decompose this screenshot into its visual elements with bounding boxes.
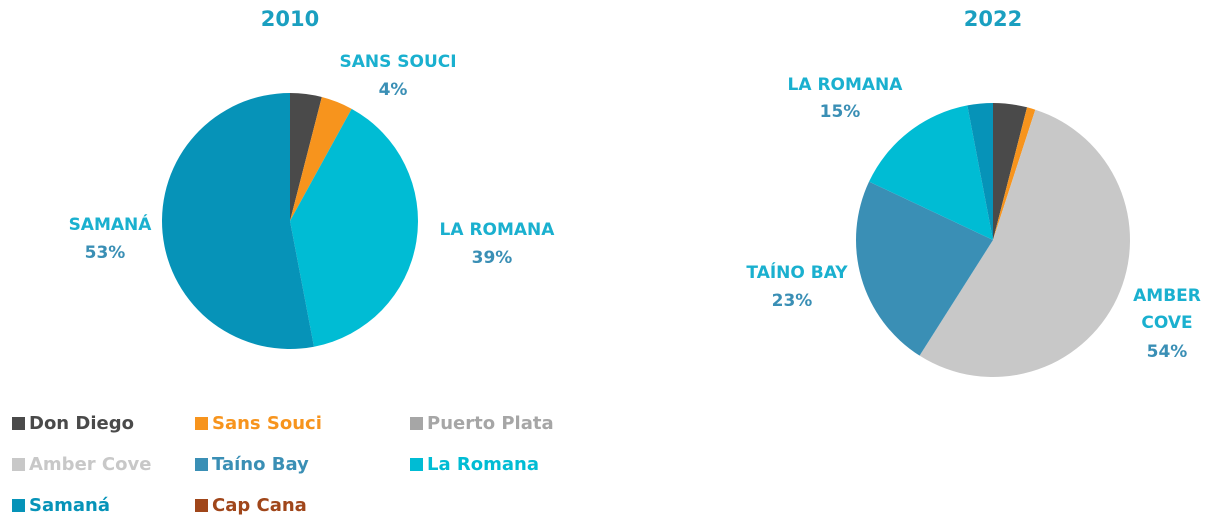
legend-swatch <box>12 458 25 471</box>
slice-label: LA ROMANA <box>788 75 904 95</box>
chart-title: 2010 <box>261 7 319 31</box>
legend-label: Amber Cove <box>29 454 151 475</box>
legend-label: La Romana <box>427 454 539 475</box>
slice-value-label: 39% <box>472 248 513 268</box>
legend-label: Cap Cana <box>212 495 307 516</box>
slice-label: LA ROMANA <box>440 220 556 240</box>
pie-slice <box>967 103 993 240</box>
pie-slice <box>290 93 322 221</box>
slice-label: SAMANÁ <box>69 213 153 235</box>
slice-label-line: COVE <box>1141 313 1192 333</box>
slice-label: SANS SOUCI <box>339 52 456 72</box>
slice-label: TAÍNO BAY <box>746 261 848 283</box>
slice-value-label: 54% <box>1147 342 1188 362</box>
legend-swatch <box>12 417 25 430</box>
slice-value-label: 53% <box>85 243 126 263</box>
legend-swatch <box>410 458 423 471</box>
slice-value-label: 15% <box>820 102 861 122</box>
legend-label: Puerto Plata <box>427 413 554 434</box>
pie-slice <box>993 107 1036 240</box>
pie-slice <box>919 109 1131 377</box>
pie-slice <box>869 105 993 241</box>
legend-label: Samaná <box>29 495 110 516</box>
slice-label-line: AMBER <box>1133 286 1201 306</box>
slice-label: AMBER COVE <box>1133 286 1201 333</box>
chart-title: 2022 <box>964 7 1022 31</box>
legend-label: Sans Souci <box>212 413 322 434</box>
pie-slice <box>290 108 418 347</box>
pie-slice <box>290 97 352 221</box>
pie-slice <box>993 103 1028 240</box>
legend-label: Taíno Bay <box>212 454 309 475</box>
pie-slice <box>161 93 314 349</box>
legend-swatch <box>195 499 208 512</box>
legend-swatch <box>12 499 25 512</box>
legend-swatch <box>195 417 208 430</box>
legend-label: Don Diego <box>29 413 134 434</box>
legend-swatch <box>410 417 423 430</box>
pie-slice <box>856 181 993 356</box>
legend-swatch <box>195 458 208 471</box>
slice-value-label: 4% <box>379 80 408 100</box>
slice-value-label: 23% <box>772 291 813 311</box>
